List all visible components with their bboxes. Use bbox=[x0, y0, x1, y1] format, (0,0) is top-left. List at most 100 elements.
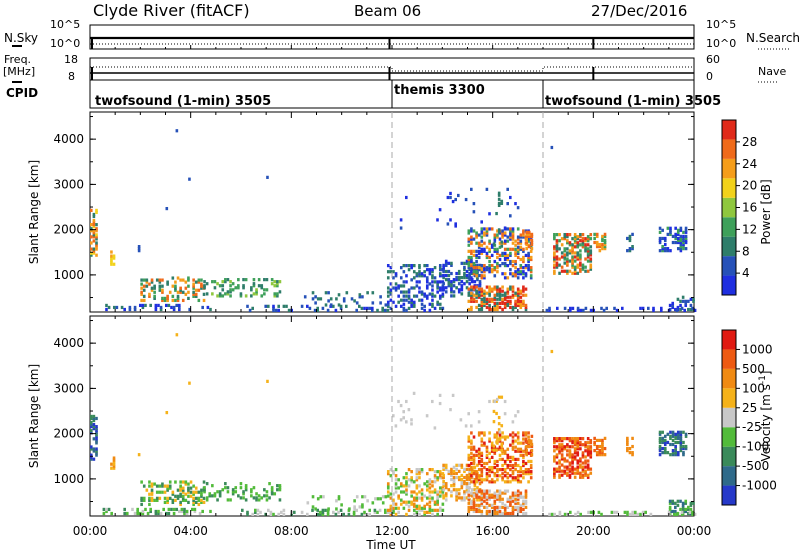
echo-cell bbox=[181, 278, 185, 282]
echo-cell bbox=[506, 287, 510, 291]
echo-cell bbox=[202, 496, 206, 500]
echo-cell bbox=[514, 303, 517, 308]
echo-cell bbox=[498, 511, 502, 516]
echo-cell bbox=[483, 264, 486, 268]
echo-cell bbox=[436, 512, 439, 516]
echo-cell bbox=[449, 195, 452, 200]
echo-cell bbox=[412, 270, 416, 274]
echo-cell bbox=[95, 431, 98, 435]
echo-cell bbox=[418, 512, 421, 516]
echo-cell bbox=[514, 493, 517, 497]
echo-cell bbox=[161, 278, 164, 282]
echo-cell bbox=[340, 503, 343, 507]
echo-cell bbox=[516, 493, 520, 497]
echo-cell bbox=[473, 484, 477, 488]
echo-cell bbox=[165, 410, 169, 415]
echo-cell bbox=[480, 457, 484, 462]
echo-cell bbox=[257, 498, 261, 502]
echo-cell bbox=[174, 288, 177, 292]
echo-cell bbox=[689, 297, 693, 301]
echo-cell bbox=[436, 478, 439, 482]
echo-cell bbox=[480, 264, 484, 268]
echo-cell bbox=[187, 482, 190, 486]
echo-cell bbox=[679, 234, 683, 239]
echo-cell bbox=[475, 270, 478, 274]
echo-cell bbox=[498, 497, 502, 501]
echo-cell bbox=[496, 285, 499, 289]
echo-cell bbox=[475, 231, 478, 235]
echo-cell bbox=[211, 494, 214, 498]
echo-cell bbox=[389, 290, 393, 294]
echo-cell bbox=[506, 463, 510, 468]
echo-cell bbox=[516, 295, 520, 299]
echo-cell bbox=[516, 410, 520, 414]
echo-cell bbox=[555, 233, 559, 237]
echo-cell bbox=[496, 459, 499, 464]
echo-cell bbox=[449, 191, 452, 196]
echo-cell bbox=[436, 282, 439, 286]
echo-cell bbox=[488, 270, 491, 274]
echo-cell bbox=[493, 237, 497, 241]
echo-cell bbox=[389, 266, 393, 270]
freq-tick-low: 8 bbox=[68, 70, 75, 83]
echo-cell bbox=[496, 305, 499, 310]
echo-cell bbox=[200, 500, 203, 505]
echo-cell bbox=[450, 286, 453, 290]
echo-cell bbox=[584, 465, 587, 469]
echo-cell bbox=[501, 293, 504, 297]
echo-cell bbox=[680, 512, 684, 516]
echo-cell bbox=[171, 490, 175, 494]
echo-cell bbox=[480, 231, 484, 235]
echo-cell bbox=[472, 503, 476, 507]
echo-cell bbox=[566, 437, 569, 441]
echo-cell bbox=[463, 469, 466, 474]
echo-cell bbox=[248, 308, 252, 312]
echo-cell bbox=[472, 299, 476, 303]
echo-cell bbox=[475, 285, 478, 289]
echo-cell bbox=[480, 247, 484, 251]
echo-cell bbox=[584, 269, 587, 273]
echo-cell bbox=[166, 298, 169, 303]
echo-cell bbox=[460, 498, 464, 502]
echo-cell bbox=[516, 255, 520, 260]
echo-cell bbox=[495, 399, 498, 403]
echo-cell bbox=[95, 210, 98, 215]
echo-cell bbox=[155, 498, 159, 502]
echo-cell bbox=[514, 239, 517, 243]
echo-cell bbox=[194, 496, 198, 500]
echo-cell bbox=[519, 291, 523, 295]
echo-cell bbox=[692, 501, 695, 505]
echo-cell bbox=[415, 484, 419, 488]
echo-cell bbox=[480, 301, 484, 305]
echo-cell bbox=[386, 494, 390, 498]
echo-cell bbox=[473, 273, 477, 278]
echo-cell bbox=[671, 509, 675, 514]
echo-cell bbox=[415, 504, 419, 508]
echo-cell bbox=[110, 462, 113, 466]
echo-cell bbox=[496, 247, 499, 251]
echo-cell bbox=[389, 508, 393, 512]
echo-cell bbox=[522, 231, 525, 235]
x-tick-label: 00:00 bbox=[677, 524, 712, 538]
colorbar-segment bbox=[722, 330, 736, 350]
echo-cell bbox=[360, 306, 364, 310]
echo-cell bbox=[431, 399, 434, 404]
echo-cell bbox=[176, 298, 180, 303]
echo-cell bbox=[171, 298, 175, 303]
echo-cell bbox=[631, 436, 634, 440]
echo-cell bbox=[345, 291, 349, 295]
echo-cell bbox=[451, 199, 455, 204]
echo-cell bbox=[601, 448, 604, 453]
echo-cell bbox=[485, 495, 489, 499]
echo-cell bbox=[465, 484, 469, 488]
echo-cell bbox=[229, 290, 232, 294]
echo-cell bbox=[493, 295, 497, 299]
echo-cell bbox=[558, 512, 562, 516]
echo-cell bbox=[671, 453, 675, 457]
echo-cell bbox=[496, 478, 499, 482]
echo-cell bbox=[137, 247, 141, 251]
echo-cell bbox=[405, 294, 408, 298]
echo-cell bbox=[205, 496, 209, 500]
echo-cell bbox=[480, 511, 484, 516]
echo-cell bbox=[576, 235, 580, 239]
